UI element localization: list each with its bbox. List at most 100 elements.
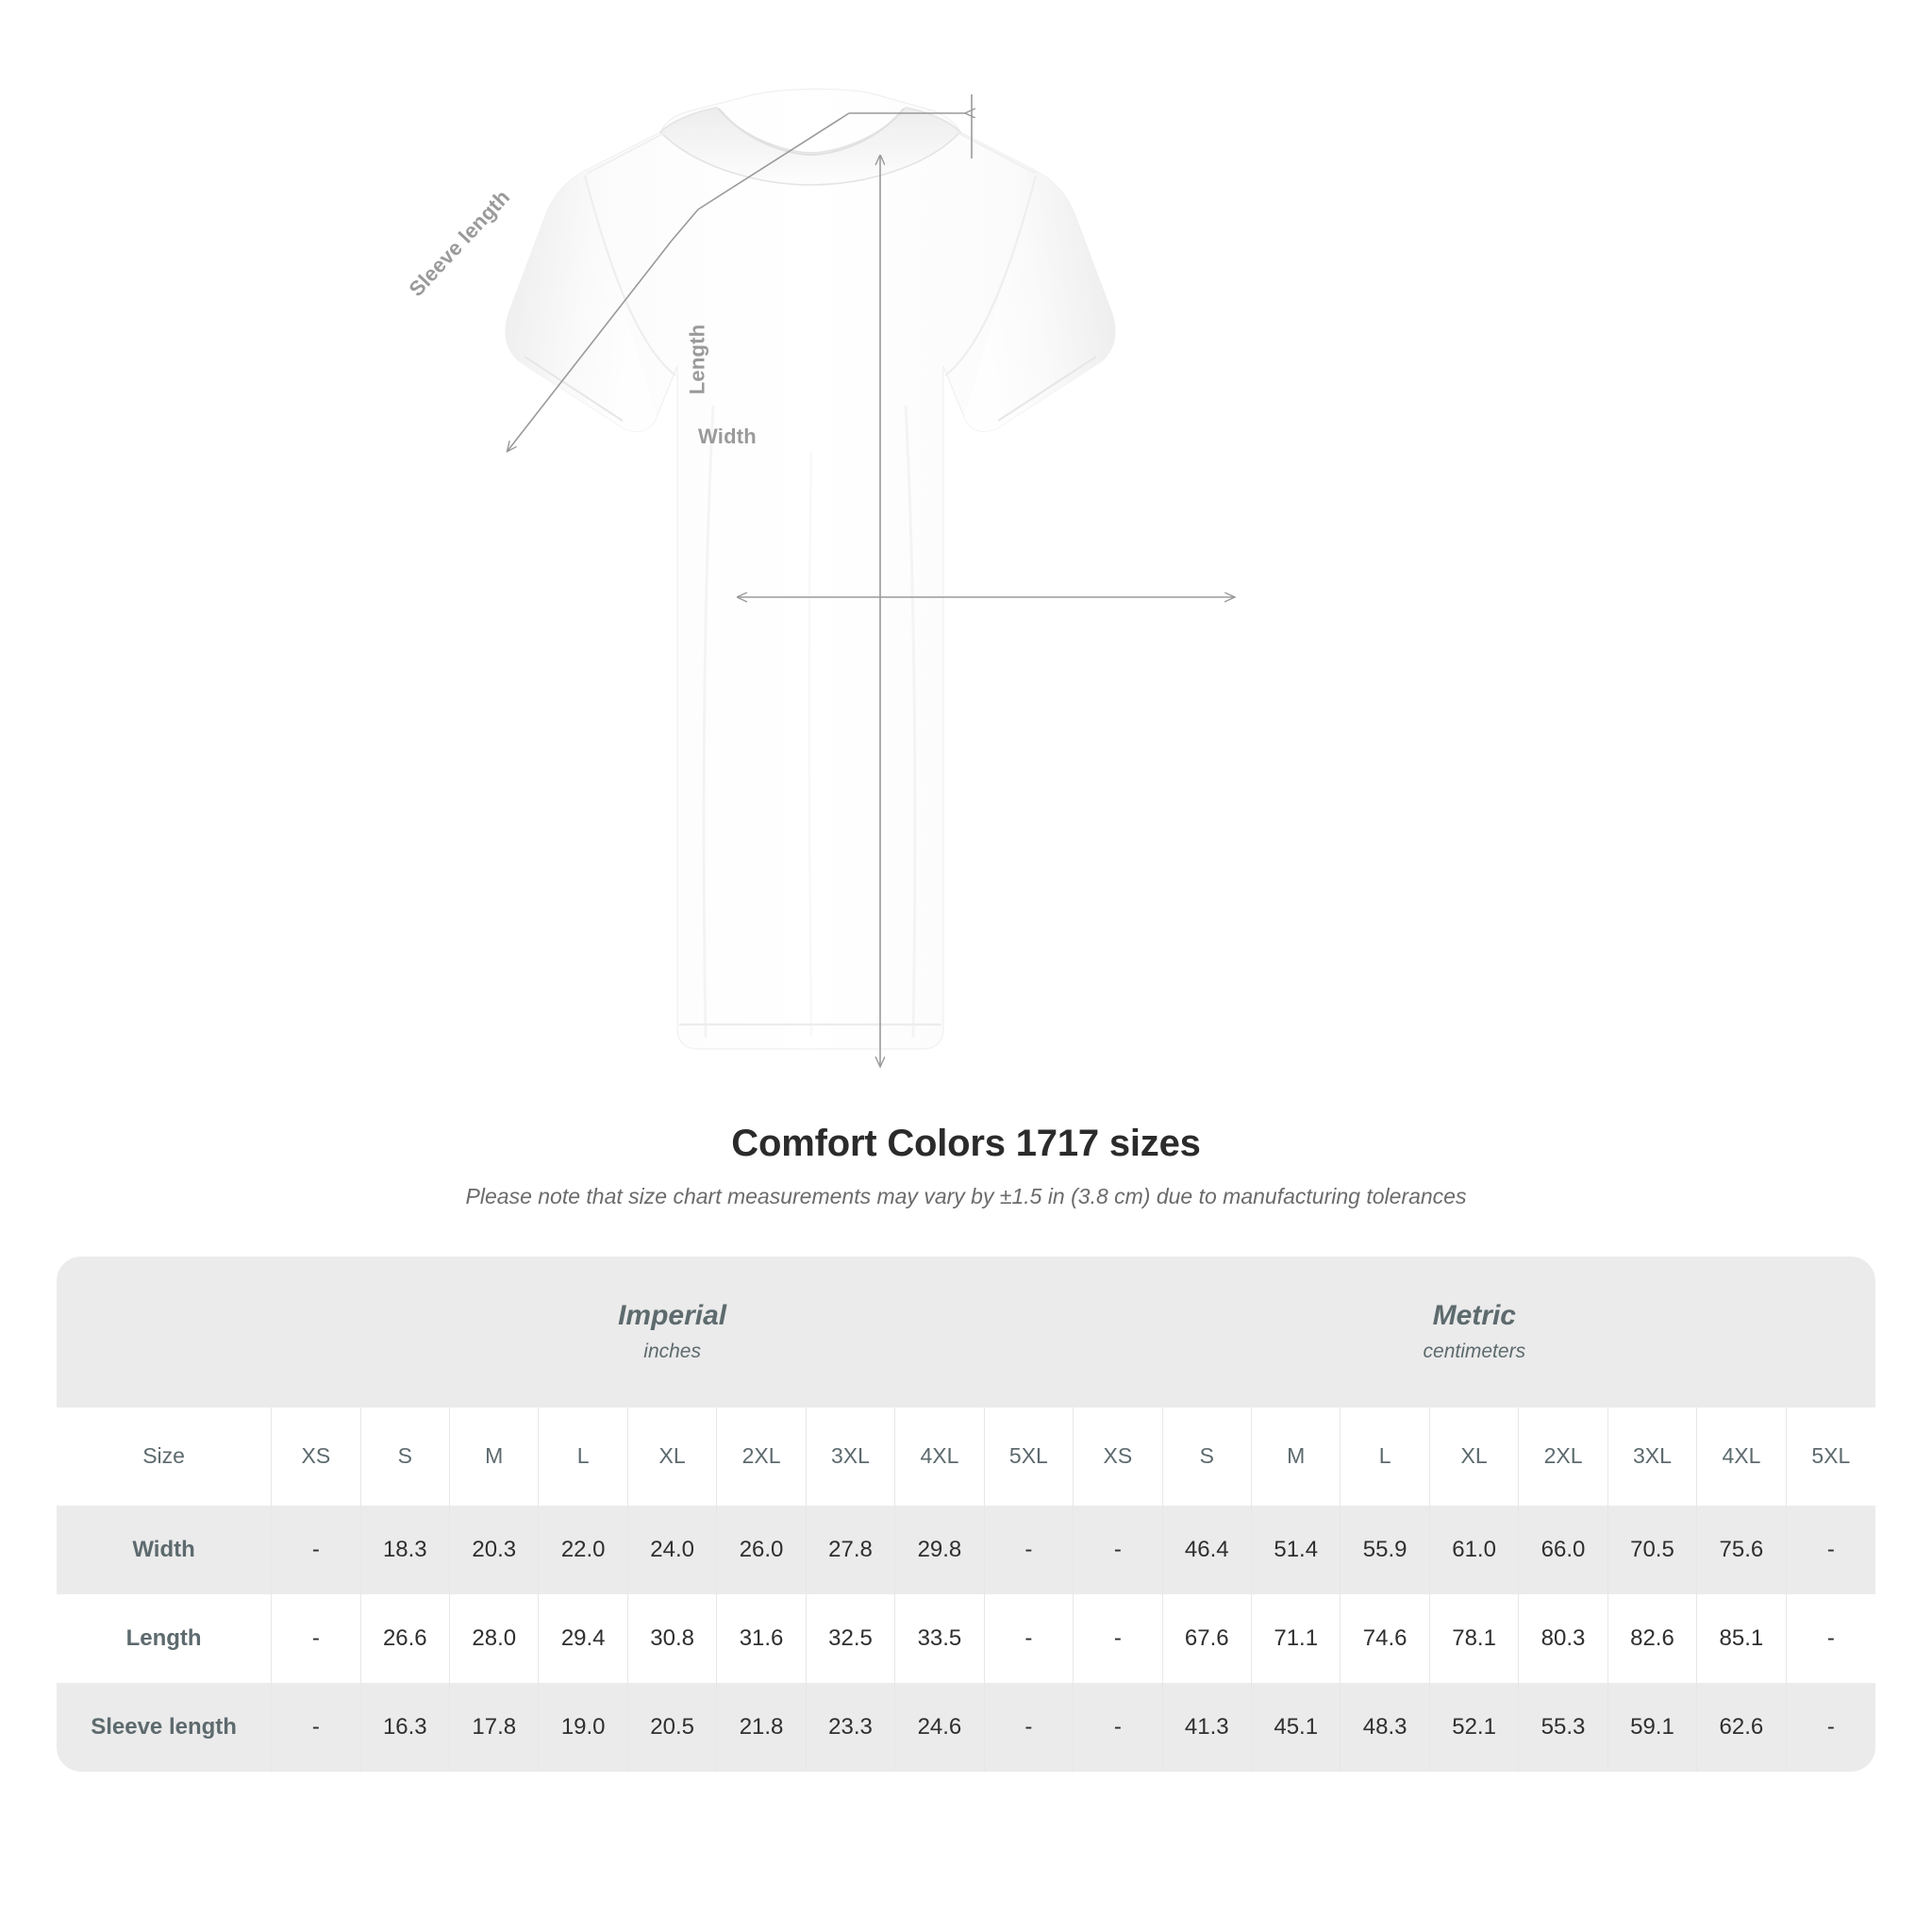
header-metric-s: S [1162,1407,1253,1506]
cell-sleeve-imperial-xl: 20.5 [627,1682,718,1772]
cell-sleeve-metric-5xl: - [1786,1682,1875,1772]
length-annotation: Length [685,324,709,395]
cell-sleeve-metric-4xl: 62.6 [1696,1682,1787,1772]
cell-sleeve-metric-xl: 52.1 [1429,1682,1520,1772]
header-imperial-xl: XL [627,1407,718,1506]
header-size-label: Size [57,1407,273,1506]
right-sleeve-hem [997,356,1097,422]
cell-length-imperial-s: 26.6 [360,1593,451,1683]
header-metric-4xl: 4XL [1696,1407,1787,1506]
page-subtitle: Please note that size chart measurements… [465,1184,1467,1208]
neckline-inner [718,108,905,157]
cell-width-imperial-4xl: 29.8 [894,1505,985,1594]
tshirt-illustration [505,88,1932,1113]
cell-sleeve-imperial-s: 16.3 [360,1682,451,1772]
cell-length-imperial-4xl: 33.5 [894,1593,985,1683]
header-imperial-4xl: 4XL [894,1407,985,1506]
header-imperial-5xl: 5XL [984,1407,1074,1506]
cell-width-imperial-2xl: 26.0 [716,1505,807,1594]
cell-length-metric-3xl: 82.6 [1607,1593,1698,1683]
size-header-row: Size XS S M L XL 2XL 3XL 4XL 5XL XS S M … [57,1407,1875,1506]
tshirt-diagram: Sleeve length Length Width [404,88,1932,1113]
left-sleeve-hem [524,356,624,422]
cell-width-metric-m: 51.4 [1251,1505,1341,1594]
cell-length-metric-xl: 78.1 [1429,1593,1520,1683]
cell-width-metric-xs: - [1073,1505,1163,1594]
cell-sleeve-imperial-m: 17.8 [449,1682,540,1772]
width-annotation: Width [698,425,757,448]
cell-length-imperial-3xl: 32.5 [806,1593,896,1683]
header-imperial-3xl: 3XL [806,1407,896,1506]
cell-length-metric-s: 67.6 [1162,1593,1253,1683]
header-imperial-s: S [360,1407,451,1506]
header-metric-m: M [1251,1407,1341,1506]
size-chart-table-wrapper: Imperial inches Metric centimeters Size … [57,1256,1875,1772]
header-imperial-2xl: 2XL [716,1407,807,1506]
cell-sleeve-metric-s: 41.3 [1162,1682,1253,1772]
cell-sleeve-metric-3xl: 59.1 [1607,1682,1698,1772]
header-metric-3xl: 3XL [1607,1407,1698,1506]
cell-sleeve-metric-m: 45.1 [1251,1682,1341,1772]
left-sleeve [506,172,657,432]
row-label-sleeve-length: Sleeve length [57,1682,273,1772]
imperial-label: Imperial [618,1300,727,1332]
cell-width-metric-4xl: 75.6 [1696,1505,1787,1594]
cell-sleeve-imperial-2xl: 21.8 [716,1682,807,1772]
sleeve-leader-1 [697,112,850,210]
unit-system-metric: Metric centimeters [1073,1256,1875,1407]
cell-sleeve-imperial-4xl: 24.6 [894,1682,985,1772]
right-armhole-seam [944,175,1038,376]
cell-width-metric-l: 55.9 [1340,1505,1430,1594]
cell-width-imperial-l: 22.0 [538,1505,628,1594]
sleeve-leader-2 [671,208,699,242]
cell-length-imperial-2xl: 31.6 [716,1593,807,1683]
cell-sleeve-metric-xs: - [1073,1682,1163,1772]
unit-system-imperial: Imperial inches [271,1256,1074,1407]
cell-width-metric-5xl: - [1786,1505,1875,1594]
cell-width-metric-s: 46.4 [1162,1505,1253,1594]
cell-length-imperial-xl: 30.8 [627,1593,718,1683]
header-metric-5xl: 5XL [1786,1407,1875,1506]
cell-length-metric-l: 74.6 [1340,1593,1430,1683]
table-row-length: Length - 26.6 28.0 29.4 30.8 31.6 32.5 3… [57,1593,1875,1683]
title-block: Comfort Colors 1717 sizes Please note th… [0,1113,1932,1211]
cell-sleeve-imperial-5xl: - [984,1682,1074,1772]
header-imperial-m: M [449,1407,540,1506]
right-shoulder-seam [956,131,1037,175]
measurement-guides [508,94,1234,1066]
row-label-length: Length [57,1593,273,1683]
cell-length-imperial-m: 28.0 [449,1593,540,1683]
header-metric-l: L [1340,1407,1430,1506]
unit-system-row: Imperial inches Metric centimeters [57,1256,1875,1407]
cell-width-imperial-xl: 24.0 [627,1505,718,1594]
metric-label: Metric [1432,1300,1516,1332]
header-imperial-xs: XS [271,1407,361,1506]
cell-width-metric-xl: 61.0 [1429,1505,1520,1594]
table-row-sleeve-length: Sleeve length - 16.3 17.8 19.0 20.5 21.8… [57,1682,1875,1772]
fold-line-3 [808,452,813,1037]
cell-length-metric-5xl: - [1786,1593,1875,1683]
cell-width-metric-3xl: 70.5 [1607,1505,1698,1594]
cell-sleeve-imperial-3xl: 23.3 [806,1682,896,1772]
cell-length-metric-xs: - [1073,1593,1163,1683]
header-imperial-l: L [538,1407,628,1506]
metric-unit: centimeters [1423,1340,1526,1362]
imperial-unit: inches [643,1340,701,1362]
left-shoulder-seam [586,131,667,175]
cell-sleeve-metric-l: 48.3 [1340,1682,1430,1772]
size-chart-table: Imperial inches Metric centimeters Size … [57,1256,1875,1772]
cell-sleeve-metric-2xl: 55.3 [1518,1682,1608,1772]
header-metric-xl: XL [1429,1407,1520,1506]
cell-length-metric-m: 71.1 [1251,1593,1341,1683]
cell-length-metric-2xl: 80.3 [1518,1593,1608,1683]
cell-length-imperial-xs: - [271,1593,361,1683]
cell-sleeve-imperial-xs: - [271,1682,361,1772]
row-label-width: Width [57,1505,273,1594]
unit-row-spacer [57,1256,272,1407]
table-row-width: Width - 18.3 20.3 22.0 24.0 26.0 27.8 29… [57,1505,1875,1594]
right-sleeve [964,172,1115,432]
cell-sleeve-imperial-l: 19.0 [538,1682,628,1772]
header-metric-xs: XS [1073,1407,1163,1506]
cell-width-imperial-5xl: - [984,1505,1074,1594]
fold-line-2 [904,405,917,1039]
